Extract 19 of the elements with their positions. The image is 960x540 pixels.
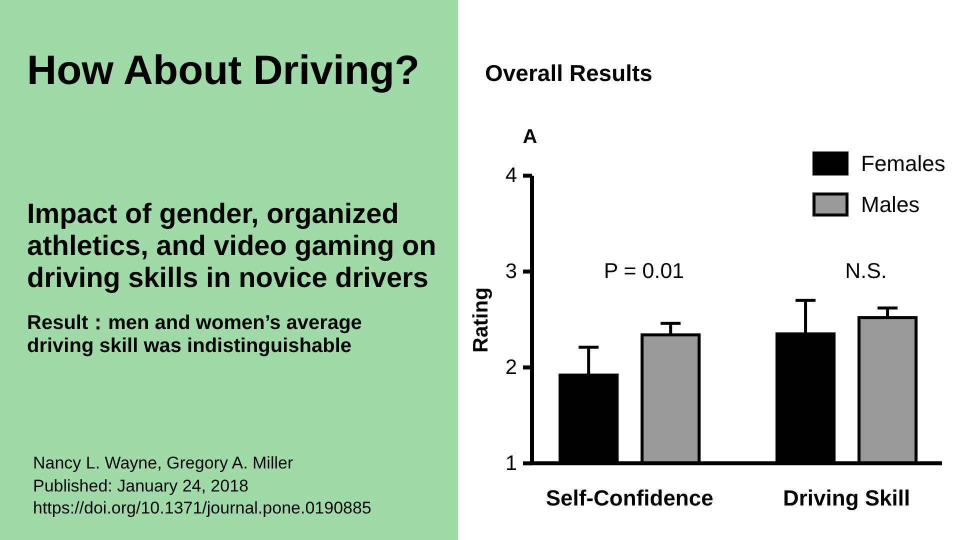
text: Overall Results <box>485 60 652 86</box>
y-tick-label: 1 <box>505 452 517 475</box>
text: Impact of gender, organized athletics, and video gaming on driving skills in novice drivers <box>27 198 438 294</box>
annotation: P = 0.01 <box>604 259 684 283</box>
y-axis-title: Rating <box>470 287 492 353</box>
y-tick-label: 4 <box>505 164 518 188</box>
x-tick-label: Self-Confidence <box>546 486 714 510</box>
chart-title: How About Driving? <box>27 46 420 94</box>
text: Result：men and women’s average driving skill was indistinguishable <box>27 312 363 358</box>
text: Published: January 24, 2018 <box>33 476 248 496</box>
y-tick-label: 2 <box>505 356 517 379</box>
legend-label: Females <box>861 151 946 176</box>
text: https://doi.org/10.1371/journal.pone.0190885 <box>33 498 372 518</box>
text: A <box>522 126 538 148</box>
text: Nancy L. Wayne, Gregory A. Miller <box>33 454 294 472</box>
y-tick-label: 3 <box>505 260 517 284</box>
x-tick-label: Driving Skill <box>782 486 910 510</box>
annotation: N.S. <box>845 259 887 283</box>
legend-label: Males <box>861 192 920 217</box>
